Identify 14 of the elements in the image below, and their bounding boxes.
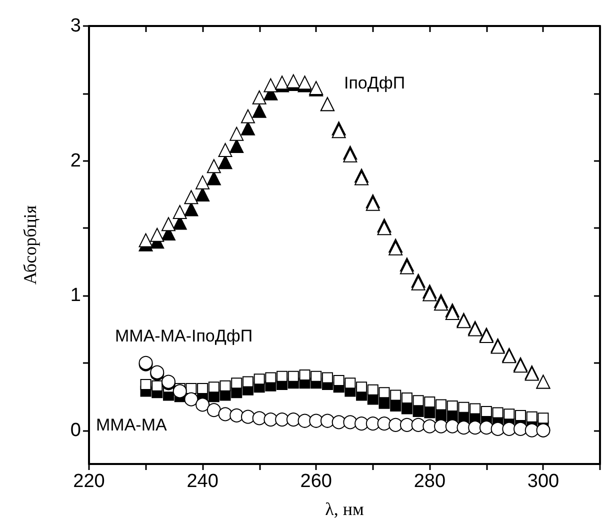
x-tick-label: 300 (527, 471, 560, 492)
x-axis-title: λ, нм (325, 499, 364, 519)
y-tick-label: 3 (70, 16, 81, 36)
y-tick-label: 2 (70, 150, 81, 172)
x-tick-label: 240 (186, 471, 218, 492)
x-tick-label: 280 (414, 471, 446, 492)
y-axis-title: Абсорбція (20, 205, 40, 285)
x-tick-label: 220 (73, 471, 105, 492)
annotation: ІпоДфП (344, 74, 406, 92)
y-tick-label: 1 (70, 285, 81, 306)
x-tick-label: 260 (300, 471, 332, 492)
annotation: ММА-МА (96, 416, 168, 434)
y-tick-label: 0 (70, 420, 81, 441)
annotation: ММА-МА-ІпоДфП (115, 326, 253, 346)
